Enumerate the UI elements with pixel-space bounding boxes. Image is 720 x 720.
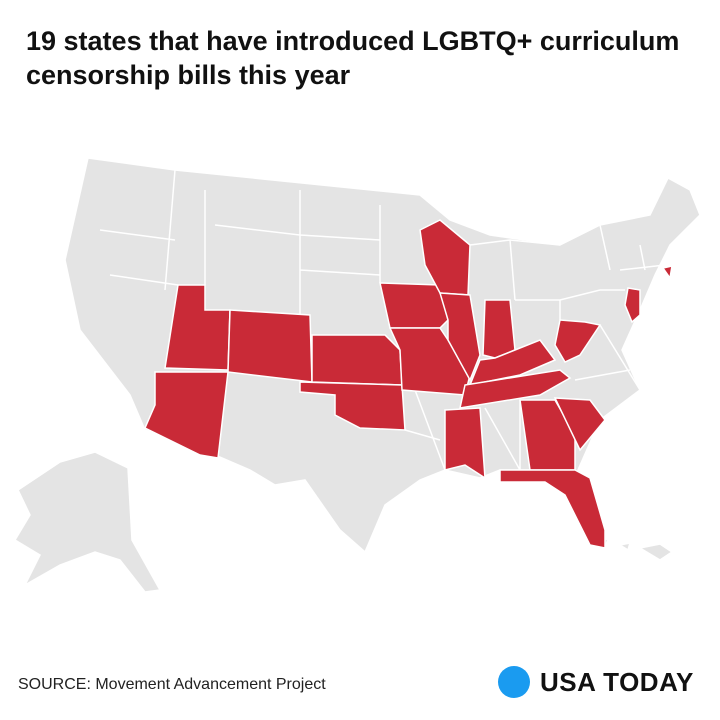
iowa	[379, 282, 449, 329]
hawaii	[598, 538, 674, 561]
brand-logo: USA TODAY	[498, 666, 694, 698]
indiana	[482, 299, 516, 359]
highlighted-states	[144, 219, 673, 549]
georgia	[519, 399, 576, 471]
title: 19 states that have introduced LGBTQ+ cu…	[26, 26, 680, 90]
west-virginia	[554, 319, 602, 363]
source: SOURCE: Movement Advancement Project	[18, 676, 326, 693]
state-borders	[99, 169, 666, 471]
florida	[499, 469, 606, 549]
brand-dot	[498, 666, 530, 698]
arizona	[144, 371, 229, 459]
colorado	[227, 309, 313, 383]
mississippi	[444, 407, 486, 480]
alaska	[13, 451, 162, 593]
oklahoma	[299, 381, 406, 431]
rhode-island	[661, 265, 673, 280]
tennessee	[459, 369, 572, 409]
brand-name: USA TODAY	[540, 666, 694, 697]
new-jersey	[624, 287, 641, 324]
south-carolina	[553, 397, 606, 452]
map	[13, 157, 701, 593]
illinois	[438, 292, 481, 382]
kansas	[311, 334, 403, 386]
